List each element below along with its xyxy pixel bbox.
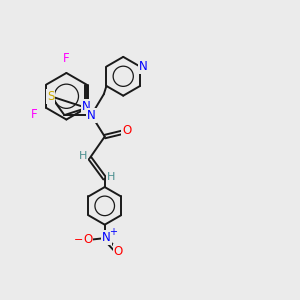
Text: O: O <box>83 233 92 246</box>
Text: H: H <box>79 151 87 161</box>
Text: N: N <box>139 60 148 73</box>
Text: O: O <box>113 245 123 258</box>
Text: N: N <box>87 109 96 122</box>
Text: O: O <box>122 124 131 137</box>
Text: +: + <box>109 226 117 237</box>
Text: F: F <box>63 52 70 65</box>
Text: N: N <box>102 231 111 244</box>
Text: H: H <box>107 172 116 182</box>
Text: F: F <box>31 108 38 122</box>
Text: N: N <box>82 100 91 113</box>
Text: S: S <box>47 90 54 103</box>
Text: −: − <box>74 235 83 244</box>
